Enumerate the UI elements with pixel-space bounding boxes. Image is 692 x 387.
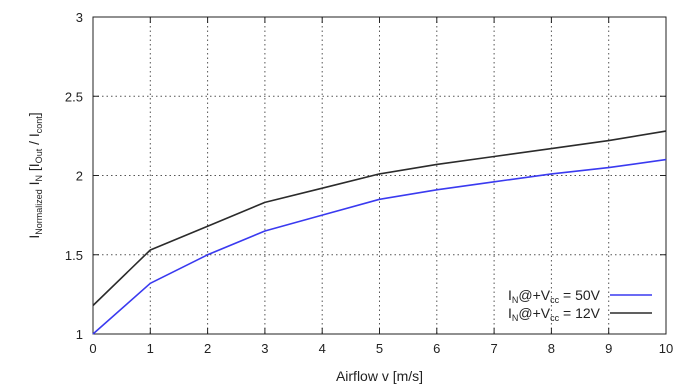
x-tick-label: 9: [605, 341, 612, 356]
x-tick-label: 10: [659, 341, 673, 356]
series-line-0: [92, 158, 667, 335]
legend-entry-12v: IN@+Vcc = 12V: [508, 305, 652, 323]
x-tick-label: 7: [490, 341, 497, 356]
y-tick-label: 1: [76, 327, 83, 342]
legend-label-50v: IN@+Vcc = 50V: [508, 287, 601, 305]
x-tick-label: 3: [261, 341, 268, 356]
x-tick-label: 8: [548, 341, 555, 356]
x-tick-label: 2: [204, 341, 211, 356]
x-tick-label: 6: [433, 341, 440, 356]
x-tick-label: 0: [89, 341, 96, 356]
y-axis-label: INormalized IN [IOut / Icont]: [26, 112, 44, 238]
y-tick-label: 3: [76, 10, 83, 25]
legend: IN@+Vcc = 50V IN@+Vcc = 12V: [508, 287, 652, 323]
x-tick-label: 1: [147, 341, 154, 356]
y-tick-label: 2: [76, 169, 83, 184]
x-axis-label: Airflow v [m/s]: [336, 368, 423, 384]
legend-entry-50v: IN@+Vcc = 50V: [508, 287, 652, 305]
x-tick-label: 4: [319, 341, 326, 356]
y-tick-label: 1.5: [65, 248, 83, 263]
grid-lines: [93, 17, 666, 334]
legend-label-12v: IN@+Vcc = 12V: [508, 305, 601, 323]
series-line-1: [92, 130, 667, 307]
y-tick-label: 2.5: [65, 89, 83, 104]
x-tick-label: 5: [376, 341, 383, 356]
series-lines: [92, 130, 667, 335]
